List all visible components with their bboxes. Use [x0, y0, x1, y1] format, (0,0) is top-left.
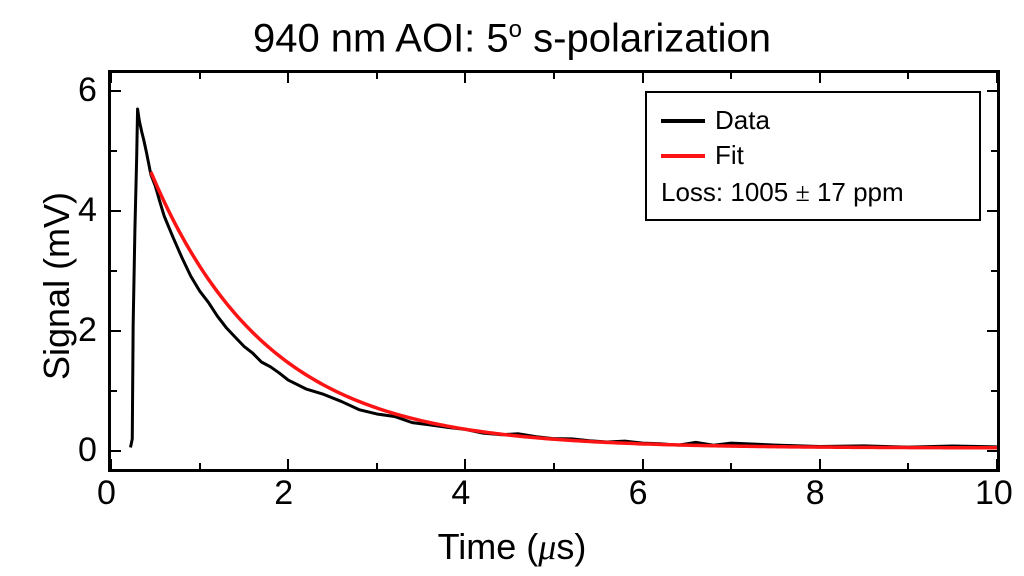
tick	[111, 210, 121, 212]
legend-swatch-data	[661, 119, 705, 123]
tick	[991, 390, 997, 392]
tick	[996, 459, 998, 469]
loss-pm: ±	[795, 178, 809, 207]
tick	[464, 73, 466, 83]
loss-post: 17 ppm	[810, 177, 904, 207]
tick	[730, 73, 732, 79]
legend-entry-data: Data	[661, 103, 965, 138]
tick	[987, 90, 997, 92]
tick	[730, 463, 732, 469]
tick	[110, 459, 112, 469]
tick	[642, 459, 644, 469]
tick	[991, 150, 997, 152]
tick	[642, 73, 644, 83]
tick	[907, 73, 909, 79]
tick	[111, 90, 121, 92]
x-tick-label: 0	[97, 474, 116, 513]
tick	[987, 330, 997, 332]
tick	[287, 73, 289, 83]
tick	[111, 390, 117, 392]
y-tick-label: 0	[78, 431, 97, 470]
legend-loss-text: Loss: 1005 ± 17 ppm	[661, 177, 965, 208]
tick	[987, 450, 997, 452]
y-tick-label: 6	[78, 71, 97, 110]
loss-pre: Loss: 1005	[661, 177, 795, 207]
legend-label-data: Data	[715, 103, 770, 138]
y-tick-label: 2	[78, 311, 97, 350]
tick	[376, 463, 378, 469]
chart-title: 940 nm AOI: 5o s-polarization	[0, 16, 1024, 61]
tick	[199, 463, 201, 469]
xlabel-greek: μ	[538, 527, 556, 567]
xlabel-post: s)	[556, 526, 586, 567]
tick	[553, 73, 555, 79]
x-tick-label: 10	[975, 474, 1013, 513]
y-axis-label: Signal (mV)	[36, 192, 78, 380]
y-tick-label: 4	[78, 191, 97, 230]
plot-area: Data Fit Loss: 1005 ± 17 ppm	[108, 70, 1000, 472]
legend: Data Fit Loss: 1005 ± 17 ppm	[645, 91, 981, 221]
title-pre: 940 nm AOI: 5	[253, 16, 509, 60]
x-tick-label: 8	[806, 474, 825, 513]
tick	[110, 73, 112, 83]
tick	[819, 459, 821, 469]
tick	[111, 330, 121, 332]
tick	[199, 73, 201, 79]
title-sup: o	[509, 16, 522, 43]
tick	[991, 270, 997, 272]
tick	[287, 459, 289, 469]
x-tick-label: 6	[629, 474, 648, 513]
xlabel-pre: Time (	[438, 526, 539, 567]
title-post: s-polarization	[522, 16, 771, 60]
x-tick-label: 2	[274, 474, 293, 513]
tick	[111, 150, 117, 152]
tick	[987, 210, 997, 212]
tick	[376, 73, 378, 79]
tick	[907, 463, 909, 469]
figure: 940 nm AOI: 5o s-polarization Signal (mV…	[0, 0, 1024, 576]
tick	[819, 73, 821, 83]
tick	[553, 463, 555, 469]
legend-entry-fit: Fit	[661, 138, 965, 173]
tick	[464, 459, 466, 469]
tick	[996, 73, 998, 83]
x-axis-label: Time (μs)	[0, 526, 1024, 568]
legend-label-fit: Fit	[715, 138, 744, 173]
x-tick-label: 4	[451, 474, 470, 513]
tick	[111, 450, 121, 452]
tick	[111, 270, 117, 272]
legend-swatch-fit	[661, 154, 705, 158]
